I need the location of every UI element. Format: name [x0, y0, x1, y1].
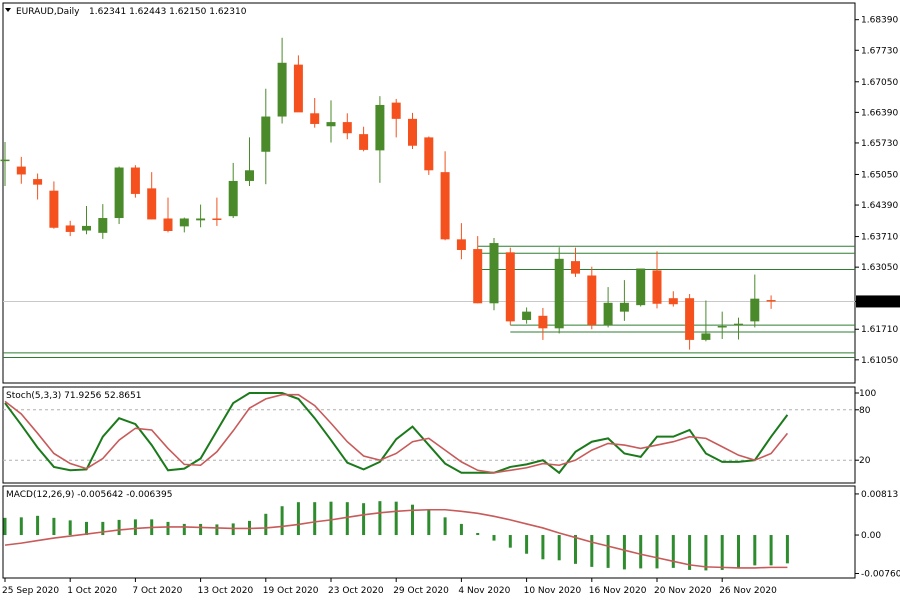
ohlc-values: 1.62341 1.62443 1.62150 1.62310: [89, 7, 247, 17]
current-price-label: 1.62310: [858, 298, 895, 308]
x-tick-label: 26 Nov 2020: [719, 586, 777, 596]
candle-body: [65, 225, 75, 232]
price-tick-label: 1.67050: [861, 78, 898, 88]
candle-body: [33, 179, 43, 185]
candle-body: [668, 298, 678, 305]
candle-body: [505, 252, 515, 322]
x-tick-label: 25 Sep 2020: [2, 586, 59, 596]
stoch-tick-label: 20: [859, 456, 871, 466]
candle-body: [734, 323, 743, 326]
symbol-timeframe: EURAUD,Daily: [16, 7, 80, 17]
x-tick-label: 23 Oct 2020: [328, 586, 384, 596]
candle-body: [424, 137, 434, 171]
candle-body: [571, 261, 580, 274]
candle-body: [456, 239, 466, 250]
price-tick-label: 1.61710: [861, 325, 898, 335]
macd-pane-frame: [2, 485, 856, 579]
x-tick-label: 29 Oct 2020: [393, 586, 449, 596]
candle-body: [147, 188, 157, 220]
candle-body: [114, 167, 124, 219]
stoch-tick-label: 100: [859, 389, 876, 399]
candle-body: [326, 122, 336, 127]
x-tick-label: 7 Oct 2020: [132, 586, 182, 596]
candle-body: [310, 113, 320, 124]
candle-body: [82, 225, 91, 231]
stoch-pane-frame: [2, 386, 856, 484]
price-tick-label: 1.64390: [861, 201, 898, 211]
candle-body: [16, 166, 26, 175]
candle-body: [49, 190, 59, 228]
price-tick-label: 1.61050: [861, 356, 898, 366]
candle-body: [261, 116, 271, 152]
candle-body: [375, 104, 385, 151]
current-price-box: [856, 295, 900, 308]
candle-body: [522, 311, 532, 320]
x-tick-label: 16 Nov 2020: [589, 586, 647, 596]
price-tick-label: 1.63710: [861, 233, 898, 243]
candle-body: [440, 172, 450, 240]
candle-body: [163, 218, 173, 231]
x-tick-label: 1 Oct 2020: [67, 586, 117, 596]
candle-body: [554, 258, 564, 329]
macd-tick-label: 0.00813: [861, 490, 898, 500]
x-tick-label: 13 Oct 2020: [198, 586, 254, 596]
candle-body: [587, 275, 597, 326]
candle-body: [652, 270, 662, 304]
candle-body: [228, 180, 238, 217]
candle-body: [359, 134, 369, 150]
triangle-down-icon: [5, 8, 11, 12]
price-tick-label: 1.66390: [861, 108, 898, 118]
candle-body: [473, 249, 483, 304]
price-tick-label: 1.67730: [861, 46, 898, 56]
candle-body: [245, 170, 254, 181]
x-tick-label: 4 Nov 2020: [458, 586, 510, 596]
candle-body: [179, 218, 189, 227]
main-pane-frame: [2, 2, 856, 384]
candle-body: [685, 298, 695, 340]
candle-body: [636, 268, 646, 306]
stoch-main-line: [4, 392, 789, 475]
candle-body: [212, 218, 222, 220]
macd-tick-label: -0.007608: [861, 569, 900, 579]
stoch-signal-line: [4, 393, 789, 474]
candle-body: [538, 315, 548, 329]
price-tick-label: 1.65730: [861, 139, 898, 149]
candle-body: [196, 218, 206, 221]
candle-body: [293, 64, 303, 113]
candle-body: [750, 298, 760, 322]
stoch-tick-label: 80: [859, 406, 871, 416]
candle-body: [391, 102, 401, 119]
x-tick-label: 20 Nov 2020: [654, 586, 712, 596]
candle-body: [277, 62, 287, 117]
macd-signal-line: [4, 508, 788, 569]
price-tick-label: 1.68390: [861, 16, 898, 26]
macd-title: MACD(12,26,9) -0.005642 -0.006395: [6, 490, 172, 500]
macd-tick-label: 0.00: [861, 531, 881, 541]
price-tick-label: 1.65050: [861, 170, 898, 180]
candle-body: [408, 118, 417, 146]
x-tick-label: 19 Oct 2020: [263, 586, 319, 596]
candle-body: [766, 300, 776, 302]
candle-body: [98, 218, 108, 233]
candle-body: [130, 167, 140, 194]
candle-body: [342, 122, 352, 134]
candle-body: [603, 302, 613, 326]
candle-body: [701, 333, 711, 340]
candle-body: [619, 302, 629, 312]
x-tick-label: 10 Nov 2020: [524, 586, 582, 596]
stoch-title: Stoch(5,3,3) 71.9256 52.8651: [6, 391, 141, 401]
candle-body: [0, 159, 10, 162]
candle-body: [717, 326, 727, 328]
candle-body: [489, 243, 499, 304]
price-tick-label: 1.63050: [861, 263, 898, 273]
